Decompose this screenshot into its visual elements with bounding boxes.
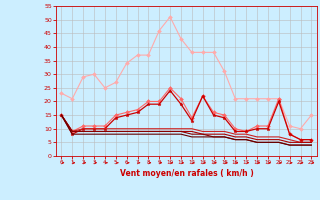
X-axis label: Vent moyen/en rafales ( km/h ): Vent moyen/en rafales ( km/h ) (120, 169, 253, 178)
